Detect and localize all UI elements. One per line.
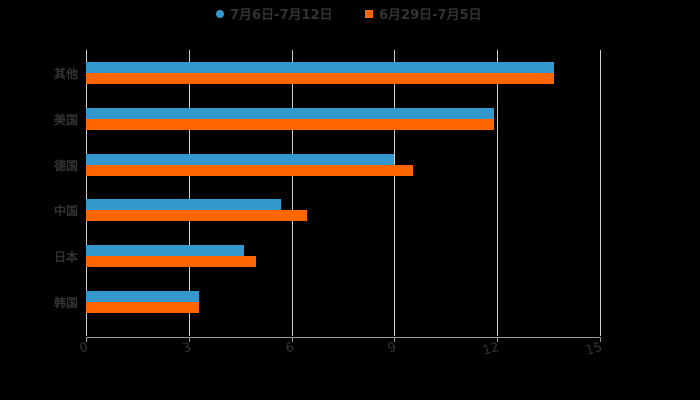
bar-series-2[interactable] xyxy=(86,256,256,268)
bar-series-2[interactable] xyxy=(86,302,200,313)
gridline xyxy=(86,50,87,336)
legend-item-series-2[interactable]: 6月29日-7月5日 xyxy=(365,4,482,23)
y-category-label: 韩国 xyxy=(53,296,78,310)
y-category-label: 其他 xyxy=(53,67,78,81)
x-tick-label: 9 xyxy=(386,340,398,357)
x-tick-label: 0 xyxy=(78,340,90,357)
bar-series-2[interactable] xyxy=(86,73,554,84)
gridline xyxy=(600,50,601,336)
bar-series-2[interactable] xyxy=(86,164,414,176)
x-tick-label: 15 xyxy=(584,340,604,359)
bar-series-1[interactable] xyxy=(86,62,554,73)
chart-legend: 7月6日-7月12日 6月29日-7月5日 xyxy=(0,4,700,23)
axis-tick xyxy=(292,337,293,342)
bar-series-1[interactable] xyxy=(86,291,200,302)
gridline xyxy=(497,50,498,336)
y-category-label: 德国 xyxy=(53,158,78,173)
bar-series-2[interactable] xyxy=(86,210,308,222)
circle-marker-icon xyxy=(216,9,224,18)
bar-series-2[interactable] xyxy=(86,118,494,130)
legend-item-series-1[interactable]: 7月6日-7月12日 xyxy=(216,4,333,23)
y-category-label: 中国 xyxy=(53,204,78,219)
legend-label: 7月6日-7月12日 xyxy=(230,8,333,23)
bar-series-1[interactable] xyxy=(86,245,244,257)
axis-tick xyxy=(394,337,395,342)
y-category-label: 美国 xyxy=(53,112,78,127)
gridline xyxy=(189,50,190,336)
gridline xyxy=(292,50,293,336)
bar-series-1[interactable] xyxy=(86,199,282,211)
bar-series-1[interactable] xyxy=(86,153,395,165)
axis-tick xyxy=(86,337,87,342)
x-tick-label: 6 xyxy=(284,340,296,357)
legend-label: 6月29日-7月5日 xyxy=(379,8,482,23)
x-tick-label: 12 xyxy=(481,340,501,359)
y-category-label: 日本 xyxy=(53,250,78,265)
x-axis-line xyxy=(86,337,600,338)
axis-tick xyxy=(497,337,498,342)
square-marker-icon xyxy=(365,9,373,18)
axis-tick xyxy=(600,337,601,342)
gridline xyxy=(394,50,395,336)
axis-tick xyxy=(189,337,190,342)
bar-series-1[interactable] xyxy=(86,107,494,119)
x-tick-label: 3 xyxy=(181,340,193,357)
